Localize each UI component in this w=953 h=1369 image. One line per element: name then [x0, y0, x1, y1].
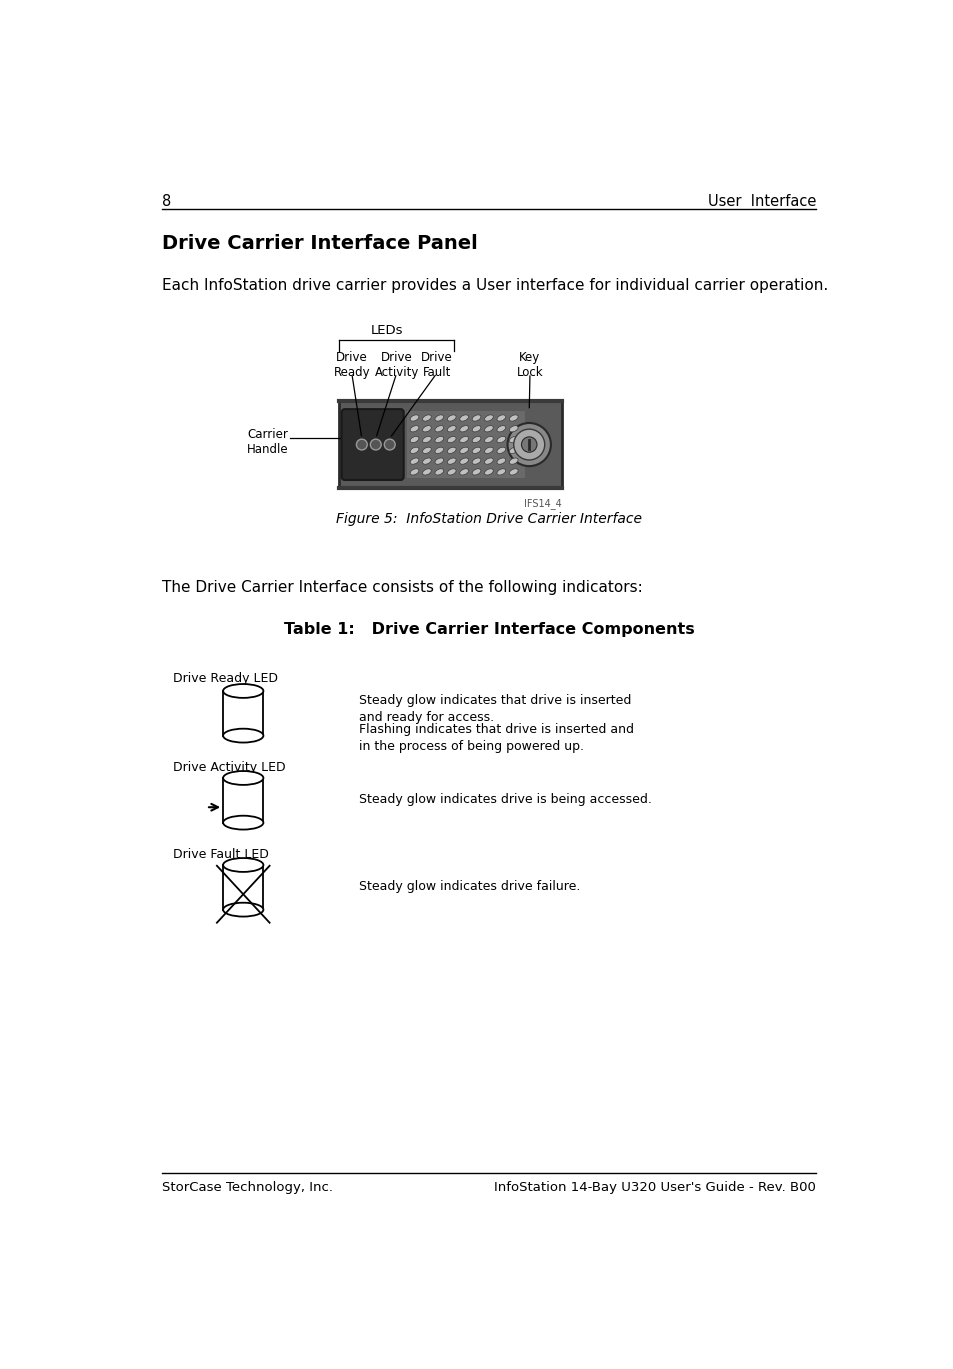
- Text: Drive
Ready: Drive Ready: [334, 352, 370, 379]
- Text: IFS14_4: IFS14_4: [523, 498, 561, 509]
- Ellipse shape: [509, 459, 517, 464]
- Ellipse shape: [459, 415, 468, 422]
- FancyBboxPatch shape: [406, 411, 524, 478]
- Ellipse shape: [447, 415, 456, 422]
- Ellipse shape: [472, 459, 480, 464]
- Ellipse shape: [472, 415, 480, 422]
- Text: Steady glow indicates drive is being accessed.: Steady glow indicates drive is being acc…: [359, 794, 652, 806]
- Ellipse shape: [422, 415, 431, 422]
- Text: LEDs: LEDs: [370, 324, 402, 337]
- Ellipse shape: [509, 448, 517, 453]
- Ellipse shape: [497, 415, 505, 422]
- Text: Carrier
Handle: Carrier Handle: [246, 428, 288, 456]
- Ellipse shape: [509, 426, 517, 431]
- Text: Flashing indicates that drive is inserted and
in the process of being powered up: Flashing indicates that drive is inserte…: [359, 723, 634, 753]
- Circle shape: [384, 439, 395, 450]
- Ellipse shape: [447, 437, 456, 442]
- Text: Drive Activity LED: Drive Activity LED: [173, 761, 286, 773]
- Ellipse shape: [459, 437, 468, 442]
- Polygon shape: [223, 691, 263, 735]
- Ellipse shape: [509, 468, 517, 475]
- Ellipse shape: [223, 771, 263, 784]
- Ellipse shape: [459, 426, 468, 431]
- Ellipse shape: [509, 437, 517, 442]
- Ellipse shape: [422, 459, 431, 464]
- Ellipse shape: [435, 448, 443, 453]
- Ellipse shape: [472, 426, 480, 431]
- Circle shape: [521, 437, 537, 452]
- Text: Drive
Activity: Drive Activity: [375, 352, 418, 379]
- Text: Drive Carrier Interface Panel: Drive Carrier Interface Panel: [162, 234, 477, 252]
- Ellipse shape: [484, 468, 493, 475]
- Ellipse shape: [484, 437, 493, 442]
- Ellipse shape: [459, 468, 468, 475]
- Ellipse shape: [459, 448, 468, 453]
- Ellipse shape: [435, 415, 443, 422]
- Ellipse shape: [410, 459, 418, 464]
- Ellipse shape: [497, 437, 505, 442]
- Ellipse shape: [509, 415, 517, 422]
- Circle shape: [356, 439, 367, 450]
- Ellipse shape: [472, 448, 480, 453]
- Ellipse shape: [484, 426, 493, 431]
- Ellipse shape: [410, 415, 418, 422]
- Ellipse shape: [410, 426, 418, 431]
- Text: InfoStation 14-Bay U320 User's Guide - Rev. B00: InfoStation 14-Bay U320 User's Guide - R…: [494, 1180, 815, 1194]
- Ellipse shape: [410, 437, 418, 442]
- Ellipse shape: [410, 448, 418, 453]
- Ellipse shape: [484, 459, 493, 464]
- Ellipse shape: [472, 437, 480, 442]
- Text: Steady glow indicates that drive is inserted
and ready for access.: Steady glow indicates that drive is inse…: [359, 694, 631, 724]
- Ellipse shape: [422, 468, 431, 475]
- Text: Drive
Fault: Drive Fault: [420, 352, 453, 379]
- Ellipse shape: [422, 437, 431, 442]
- Ellipse shape: [447, 448, 456, 453]
- Ellipse shape: [435, 459, 443, 464]
- Text: Each InfoStation drive carrier provides a User interface for individual carrier : Each InfoStation drive carrier provides …: [162, 278, 827, 293]
- Ellipse shape: [447, 426, 456, 431]
- Circle shape: [507, 423, 550, 465]
- FancyBboxPatch shape: [341, 409, 403, 481]
- Ellipse shape: [435, 437, 443, 442]
- Text: Key
Lock: Key Lock: [517, 352, 543, 379]
- Polygon shape: [223, 865, 263, 909]
- Ellipse shape: [447, 468, 456, 475]
- Ellipse shape: [497, 448, 505, 453]
- Ellipse shape: [422, 448, 431, 453]
- Text: StorCase Technology, Inc.: StorCase Technology, Inc.: [162, 1180, 333, 1194]
- Text: Table 1:   Drive Carrier Interface Components: Table 1: Drive Carrier Interface Compone…: [283, 622, 694, 637]
- Polygon shape: [223, 778, 263, 823]
- Ellipse shape: [484, 415, 493, 422]
- Ellipse shape: [435, 468, 443, 475]
- Text: Drive Fault LED: Drive Fault LED: [173, 847, 269, 861]
- Circle shape: [370, 439, 381, 450]
- Text: Drive Ready LED: Drive Ready LED: [173, 672, 278, 686]
- Text: Figure 5:  InfoStation Drive Carrier Interface: Figure 5: InfoStation Drive Carrier Inte…: [335, 512, 641, 526]
- Ellipse shape: [223, 816, 263, 830]
- Circle shape: [513, 428, 544, 460]
- Ellipse shape: [223, 728, 263, 742]
- Text: The Drive Carrier Interface consists of the following indicators:: The Drive Carrier Interface consists of …: [162, 580, 642, 596]
- Text: 8: 8: [162, 193, 171, 208]
- Ellipse shape: [435, 426, 443, 431]
- Ellipse shape: [484, 448, 493, 453]
- Ellipse shape: [497, 459, 505, 464]
- Ellipse shape: [472, 468, 480, 475]
- Ellipse shape: [447, 459, 456, 464]
- Text: User  Interface: User Interface: [707, 193, 815, 208]
- FancyBboxPatch shape: [338, 401, 561, 487]
- Ellipse shape: [459, 459, 468, 464]
- Ellipse shape: [223, 684, 263, 698]
- Ellipse shape: [410, 468, 418, 475]
- Ellipse shape: [422, 426, 431, 431]
- Text: Steady glow indicates drive failure.: Steady glow indicates drive failure.: [359, 880, 580, 894]
- Ellipse shape: [497, 426, 505, 431]
- Ellipse shape: [497, 468, 505, 475]
- Ellipse shape: [223, 902, 263, 917]
- Ellipse shape: [223, 858, 263, 872]
